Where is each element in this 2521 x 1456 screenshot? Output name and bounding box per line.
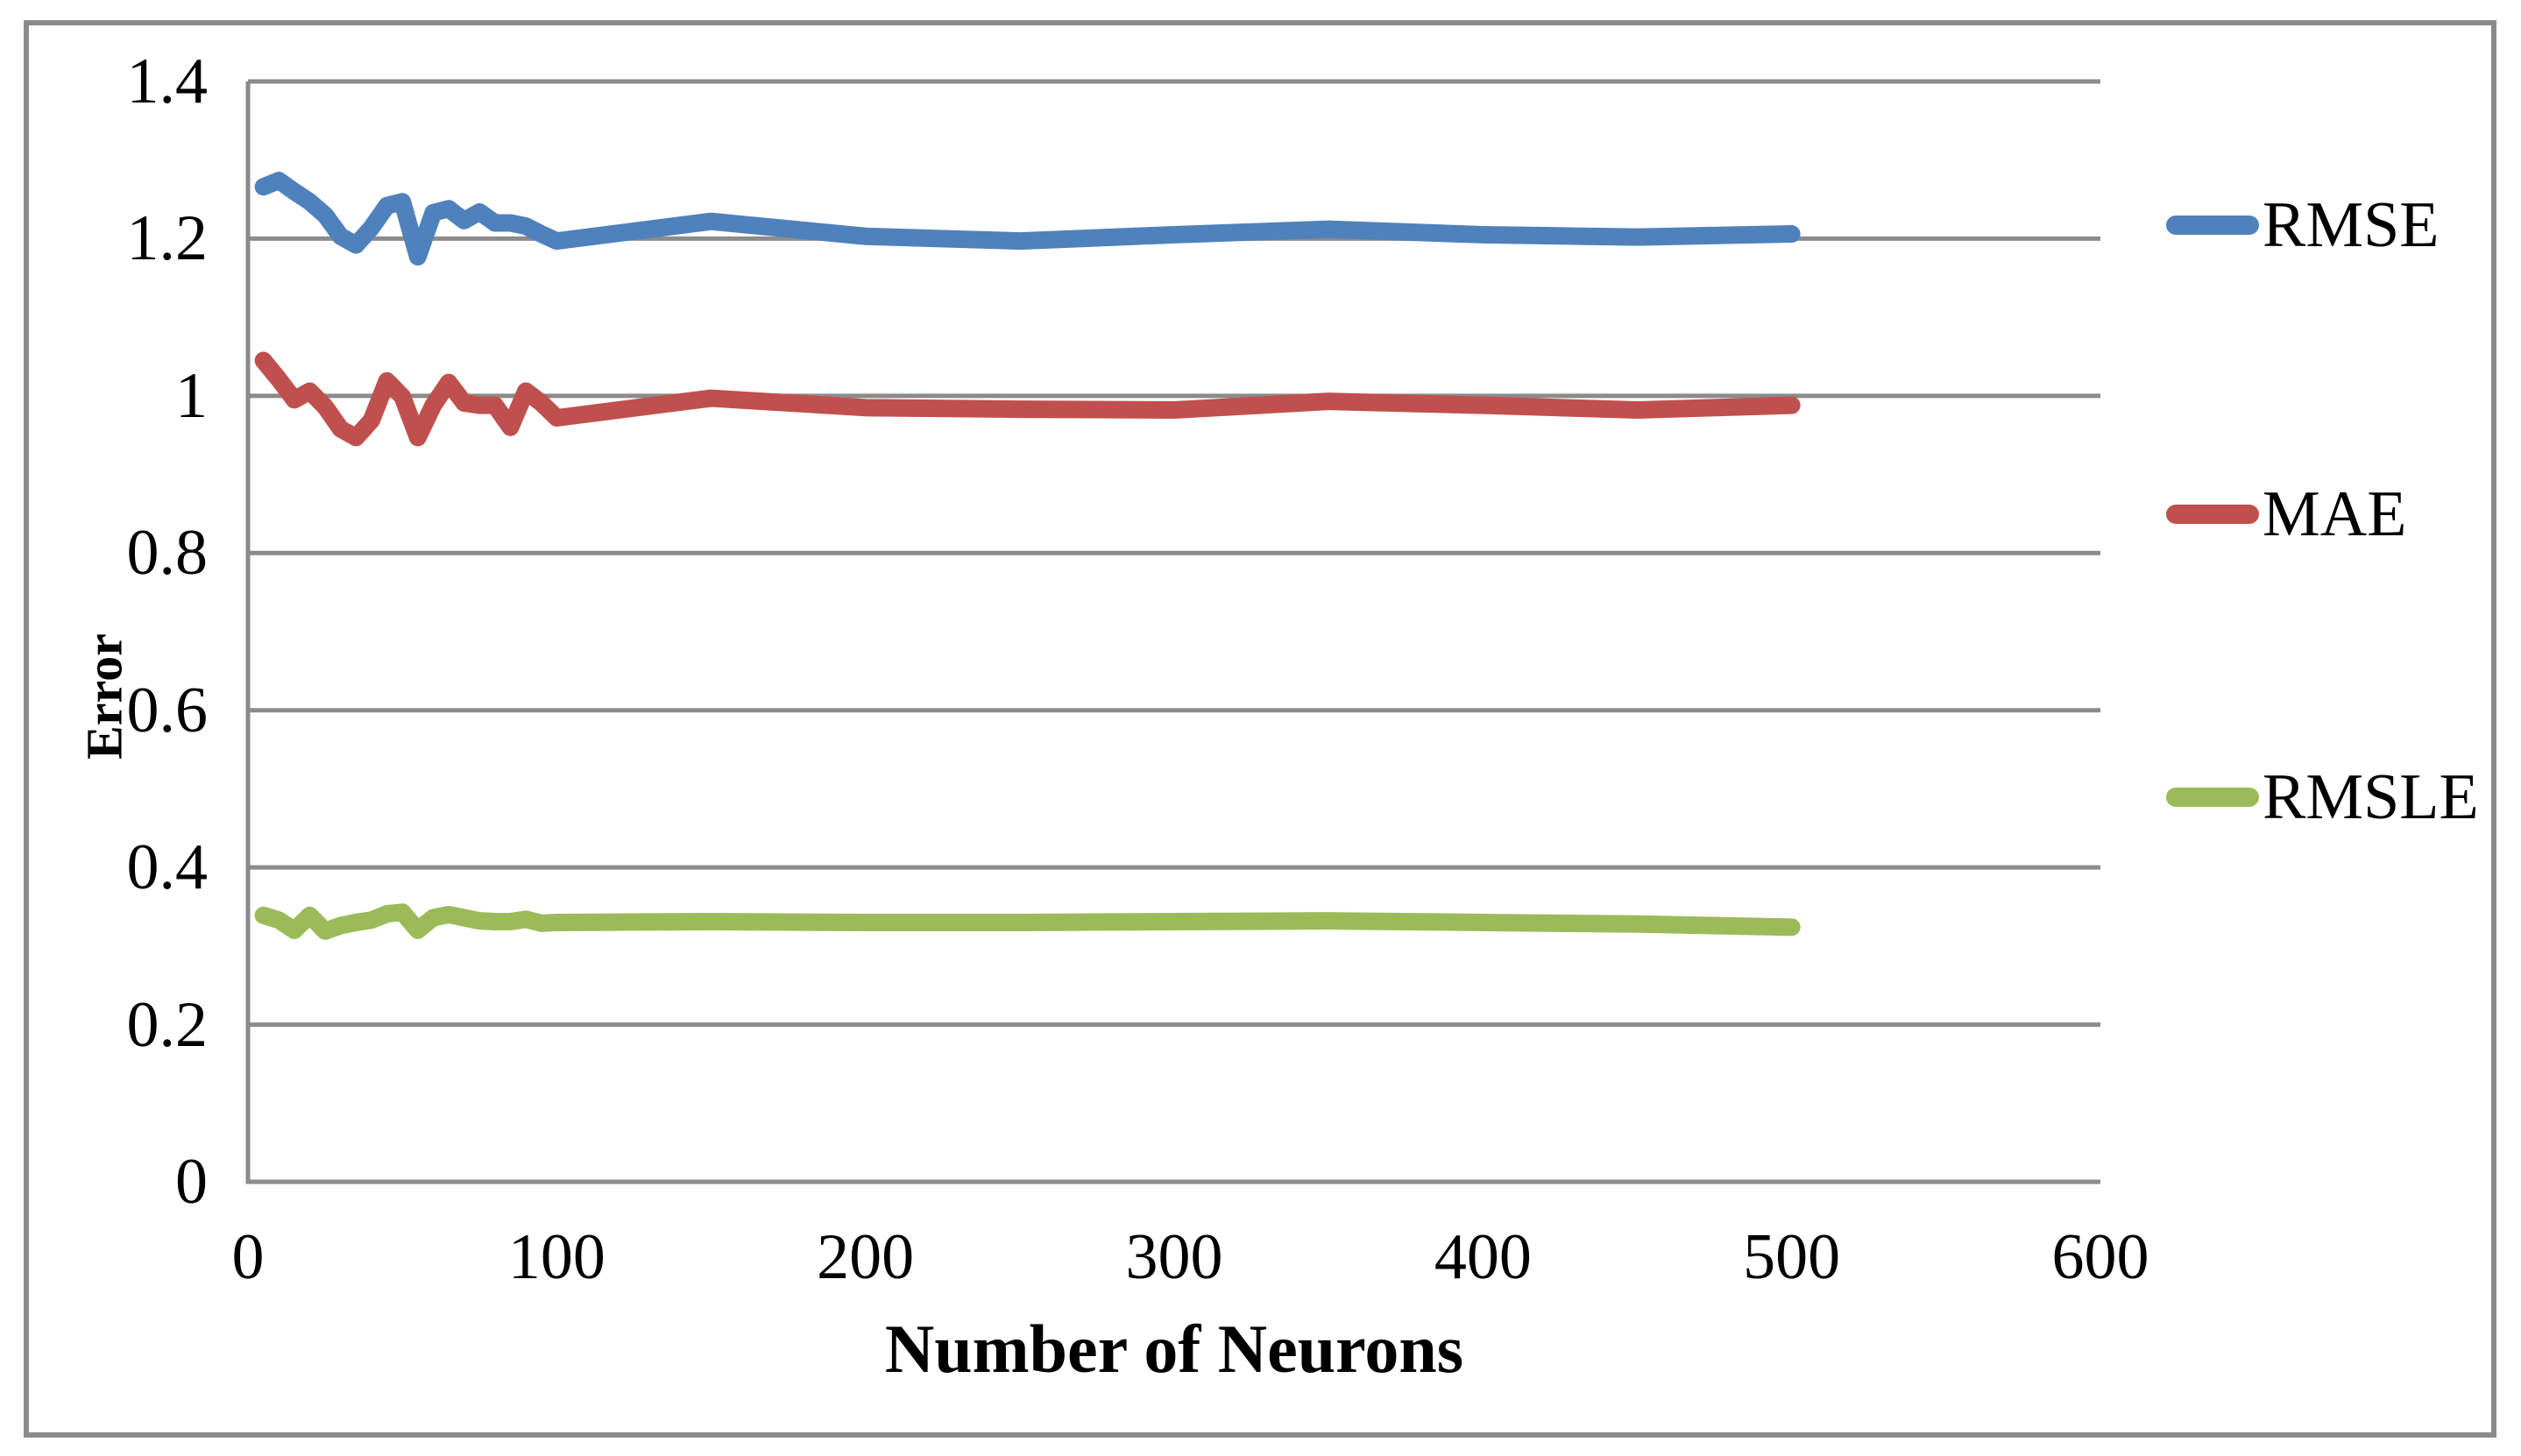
legend-swatch-MAE <box>2166 505 2259 524</box>
y-tick-label: 0.8 <box>126 517 209 590</box>
legend-swatch-RMSLE <box>2166 788 2259 807</box>
x-tick-label: 300 <box>1125 1221 1223 1293</box>
x-tick-label: 600 <box>2051 1221 2149 1293</box>
legend-label: RMSE <box>2263 189 2440 261</box>
x-axis-title: Number of Neurons <box>884 1311 1464 1387</box>
x-tick-label: 500 <box>1743 1221 1841 1293</box>
y-axis-title: Error <box>75 633 133 760</box>
legend-item-MAE: MAE <box>2166 482 2406 547</box>
y-tick-label: 1.4 <box>126 46 209 117</box>
x-tick-label: 200 <box>817 1221 915 1293</box>
x-tick-label: 100 <box>507 1221 605 1293</box>
x-tick-label: 0 <box>231 1221 265 1293</box>
legend-swatch-RMSE <box>2166 216 2259 235</box>
chart-border <box>24 20 2496 1438</box>
series-line-RMSE <box>254 172 1801 266</box>
y-tick-label: 0.6 <box>126 674 209 746</box>
legend-item-RMSE: RMSE <box>2166 193 2440 258</box>
series-line-MAE <box>254 351 1801 447</box>
legend-label: RMSLE <box>2263 761 2479 833</box>
y-tick-label: 0.4 <box>126 831 209 904</box>
y-tick-label: 0.2 <box>126 988 209 1061</box>
legend-item-RMSLE: RMSLE <box>2166 765 2479 830</box>
series-line-RMSLE <box>254 903 1801 940</box>
y-tick-label: 1.2 <box>126 202 209 275</box>
x-tick-label: 400 <box>1434 1221 1532 1293</box>
legend-label: MAE <box>2263 478 2407 550</box>
y-tick-label: 0 <box>175 1146 208 1218</box>
y-tick-label: 1 <box>175 359 208 432</box>
